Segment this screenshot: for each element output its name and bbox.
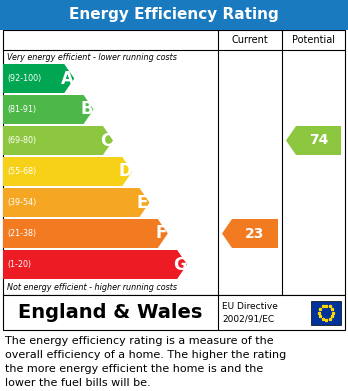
Text: (92-100): (92-100): [7, 74, 41, 83]
Polygon shape: [3, 95, 94, 124]
Bar: [3, 30, 345, 295]
Text: Not energy efficient - higher running costs: Not energy efficient - higher running co…: [7, 283, 177, 292]
Text: (21-38): (21-38): [7, 229, 36, 238]
Text: (39-54): (39-54): [7, 198, 36, 207]
Text: D: D: [118, 163, 132, 181]
Text: E: E: [137, 194, 148, 212]
Text: Current: Current: [232, 35, 268, 45]
Bar: [311, 301, 341, 325]
Text: Very energy efficient - lower running costs: Very energy efficient - lower running co…: [7, 52, 177, 61]
Text: F: F: [155, 224, 166, 242]
Text: A: A: [61, 70, 74, 88]
Text: (69-80): (69-80): [7, 136, 36, 145]
Polygon shape: [3, 219, 168, 248]
Text: G: G: [173, 255, 187, 273]
Text: Potential: Potential: [292, 35, 335, 45]
Polygon shape: [286, 126, 341, 155]
Text: EU Directive
2002/91/EC: EU Directive 2002/91/EC: [222, 302, 278, 323]
Text: England & Wales: England & Wales: [18, 303, 203, 322]
Polygon shape: [3, 157, 132, 186]
Bar: [3, 295, 345, 330]
Text: (1-20): (1-20): [7, 260, 31, 269]
Text: 74: 74: [309, 133, 328, 147]
Polygon shape: [3, 250, 187, 279]
Polygon shape: [3, 188, 150, 217]
Text: C: C: [100, 131, 112, 149]
Text: B: B: [80, 100, 93, 118]
Text: (55-68): (55-68): [7, 167, 36, 176]
Bar: [0, 0, 348, 30]
Text: 23: 23: [245, 226, 265, 240]
Polygon shape: [3, 64, 74, 93]
Polygon shape: [222, 219, 278, 248]
Text: The energy efficiency rating is a measure of the
overall efficiency of a home. T: The energy efficiency rating is a measur…: [5, 336, 286, 388]
Polygon shape: [3, 126, 113, 155]
Text: (81-91): (81-91): [7, 105, 36, 114]
Text: Energy Efficiency Rating: Energy Efficiency Rating: [69, 7, 279, 23]
